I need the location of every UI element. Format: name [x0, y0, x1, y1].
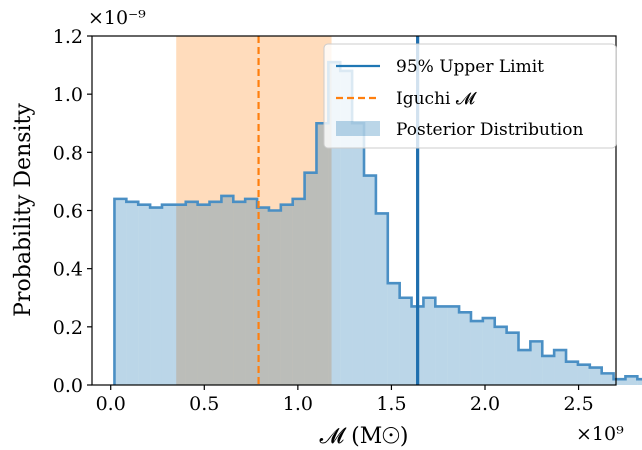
y-tick-label: 0.0	[53, 375, 83, 397]
y-tick-label: 0.4	[53, 259, 83, 281]
histogram-bar	[173, 204, 186, 385]
histogram-bar	[566, 361, 578, 385]
histogram-bar	[114, 198, 127, 385]
legend-swatch-posterior	[336, 121, 380, 136]
histogram-bar	[589, 367, 602, 385]
legend-label-upper-limit: 95% Upper Limit	[396, 57, 544, 77]
histogram-bar	[233, 201, 246, 385]
histogram-bar	[518, 350, 531, 385]
x-tick-label: 2.5	[563, 393, 593, 415]
y-tick-label: 1.0	[53, 84, 83, 106]
histogram-bar	[637, 379, 642, 385]
histogram-bar	[447, 306, 460, 385]
histogram-bar	[387, 283, 400, 385]
iguchi-band	[176, 36, 332, 385]
histogram-bar	[482, 318, 495, 385]
histogram-outline	[113, 60, 642, 385]
histogram-bar	[221, 195, 234, 385]
x-tick-label: 1.0	[283, 393, 313, 415]
legend: 95% Upper Limit Iguchi 𝓜 Posterior Distr…	[323, 43, 617, 149]
histogram-bar	[435, 306, 448, 385]
histogram-bar	[280, 204, 293, 385]
histogram-bar	[399, 297, 412, 385]
y-tick-label: 0.8	[53, 142, 83, 164]
iguchi-band-layer	[176, 36, 332, 385]
y-multiplier-label: ×10⁻⁹	[88, 7, 146, 29]
x-tick-label: 1.5	[376, 393, 406, 415]
x-tick-label: 0.5	[189, 393, 219, 415]
x-tick-label: 0.0	[96, 393, 126, 415]
histogram-bar	[328, 62, 341, 386]
histogram-bar	[245, 198, 258, 385]
histogram-bar	[150, 207, 162, 385]
histogram-bar	[494, 326, 507, 385]
histogram-bar	[268, 210, 281, 385]
histogram-bar	[161, 204, 174, 385]
histogram-bar	[577, 364, 590, 385]
histogram-bar	[292, 198, 305, 385]
histogram-bar	[340, 70, 353, 386]
histogram-bar	[625, 376, 638, 385]
histogram-bar	[506, 332, 519, 385]
histogram-bar	[423, 297, 436, 385]
histogram-bar	[375, 213, 388, 385]
histogram-bar	[352, 123, 365, 385]
histogram-bar	[197, 204, 210, 385]
histogram-bar	[601, 373, 614, 385]
histogram-bar	[613, 379, 626, 385]
histogram-bar	[257, 207, 269, 385]
y-tick-label: 0.6	[53, 201, 83, 223]
y-tick-label: 1.2	[53, 26, 83, 48]
legend-label-iguchi: Iguchi 𝓜	[396, 89, 477, 109]
x-axis-label: 𝓜 (M☉)	[320, 424, 409, 449]
histogram-bar	[316, 123, 329, 385]
y-axis-label: Probability Density	[11, 103, 36, 317]
histogram-bar	[126, 201, 139, 385]
histogram-bar	[542, 355, 555, 385]
y-tick-label: 0.2	[53, 317, 83, 339]
histogram-bar	[554, 350, 567, 385]
histogram-bar	[364, 175, 376, 385]
legend-box	[323, 43, 617, 149]
histogram-bar	[304, 172, 317, 385]
histogram-bar	[530, 341, 543, 385]
histogram-layer	[113, 60, 642, 386]
legend-label-posterior: Posterior Distribution	[396, 120, 583, 140]
histogram-bar	[470, 321, 483, 385]
x-multiplier-label: ×10⁹	[576, 423, 624, 445]
x-tick-label: 2.0	[470, 393, 500, 415]
histogram-bar	[209, 201, 222, 385]
histogram-bar	[459, 312, 471, 385]
histogram-bar	[185, 201, 198, 385]
histogram-bar	[138, 204, 151, 385]
ticks-layer: 0.0 0.5 1.0 1.5 2.0 2.5 0.0 0.2 0.4 0.6 0.8 1.0 1.2	[53, 26, 594, 415]
